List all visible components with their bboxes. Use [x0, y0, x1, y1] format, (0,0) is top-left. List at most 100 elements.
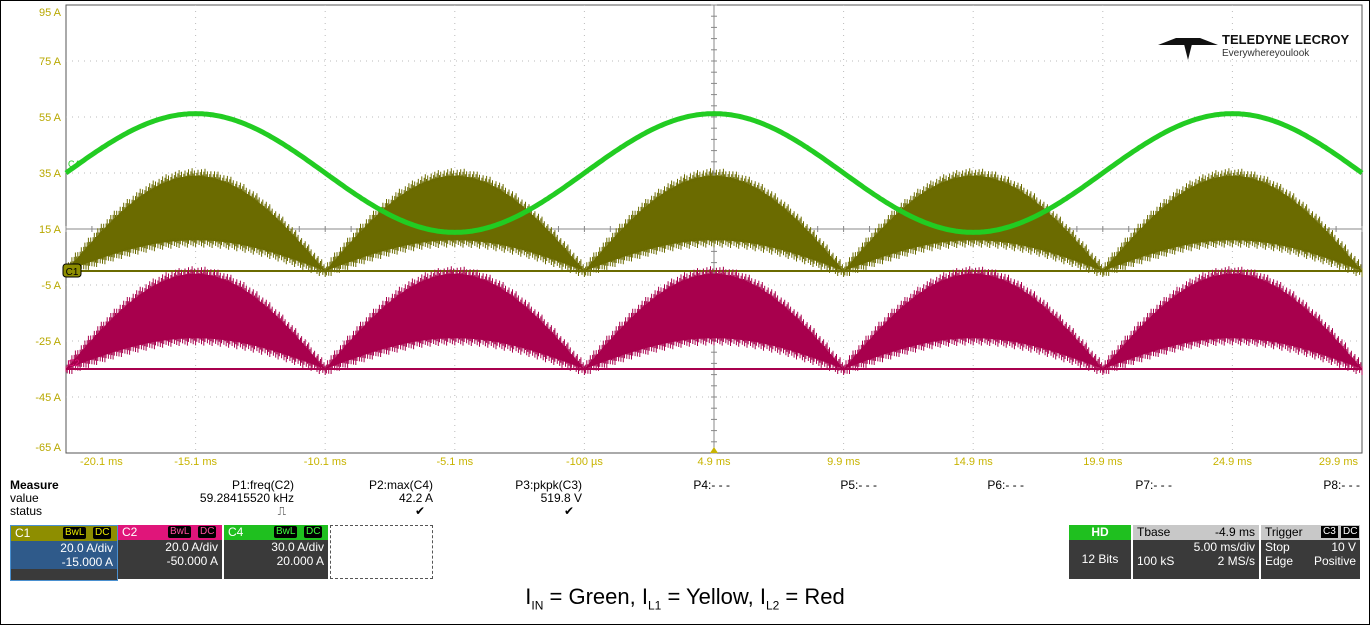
- channel-c2-box[interactable]: C2 BwL DC 20.0 A/div -50.000 A: [118, 525, 222, 579]
- trigger-level: 10 V: [1331, 540, 1356, 554]
- channel-c1-bwl-tag: BwL: [63, 527, 87, 539]
- x-tick-label: 9.9 ms: [827, 456, 861, 468]
- channel-c1-box[interactable]: C1 BwL DC 20.0 A/div -15.000 A: [10, 525, 118, 581]
- x-tick-label: -5.1 ms: [436, 456, 473, 468]
- measure-title: Measure: [10, 478, 59, 492]
- x-tick-label: 19.9 ms: [1083, 456, 1123, 468]
- channel-c1-scale: 20.0 A/div: [11, 541, 117, 555]
- x-axis-ticks: -20.1 ms -15.1 ms -10.1 ms -5.1 ms -100 µs 4.…: [80, 447, 1358, 468]
- measure-param-label[interactable]: P8:- - -: [1323, 478, 1360, 492]
- measure-param-label[interactable]: P7:- - -: [1135, 478, 1172, 492]
- channel-c2-offset: -50.000 A: [166, 554, 218, 568]
- measure-param-value: 519.8 V: [540, 491, 582, 505]
- trigger-header: Trigger C3 DC: [1261, 525, 1360, 540]
- trigger-mode: Stop: [1265, 540, 1290, 554]
- timebase-header: Tbase -4.9 ms: [1133, 525, 1259, 540]
- measure-header-row: Measure: [8, 478, 1360, 492]
- measure-param-status: ✔: [563, 504, 574, 518]
- trace-c1-ripple: [583, 168, 845, 277]
- timebase-samples: 100 kS: [1137, 554, 1175, 568]
- x-tick-label: -20.1 ms: [80, 456, 123, 468]
- timebase-scale: 5.00 ms/div: [1193, 540, 1255, 554]
- channel-marker-c4: C4: [68, 159, 80, 169]
- x-tick-label: 24.9 ms: [1213, 456, 1253, 468]
- trace-c4: [64, 111, 1364, 235]
- channel-c4-name: C4: [228, 525, 244, 539]
- trace-c1-ripple: [843, 168, 1104, 277]
- trace-c1-ripple: [1102, 168, 1363, 277]
- y-tick-label: 95 A: [39, 7, 62, 19]
- trigger-row-1: Stop 10 V: [1261, 540, 1360, 554]
- channel-c2-bwl-tag: BwL: [168, 526, 192, 538]
- channel-markers: C4 C1 C2: [62, 159, 82, 368]
- measure-param-value: 42.2 A: [398, 491, 433, 505]
- logo-brand: TELEDYNE LECROY: [1222, 32, 1349, 47]
- channel-c1-header: C1 BwL DC: [11, 526, 117, 541]
- measure-param-label[interactable]: P5:- - -: [840, 478, 877, 492]
- measure-param-label[interactable]: P6:- - -: [987, 478, 1024, 492]
- measure-param-label[interactable]: P1:freq(C2): [231, 478, 294, 492]
- trace-c2-ripple: [843, 266, 1104, 375]
- measure-statuses: ⎍ ✔ ✔: [8, 504, 1360, 518]
- measure-values: 59.28415520 kHz 42.2 A 519.8 V: [8, 491, 1360, 505]
- empty-channel-slot[interactable]: [330, 525, 433, 579]
- trigger-row-2: Edge Positive: [1261, 554, 1360, 568]
- channel-c2-name: C2: [122, 525, 138, 539]
- channel-c4-box[interactable]: C4 BwL DC 30.0 A/div 20.000 A: [224, 525, 328, 579]
- x-tick-label: -15.1 ms: [174, 456, 217, 468]
- channel-c1-name: C1: [15, 526, 31, 540]
- x-tick-label: 14.9 ms: [954, 456, 994, 468]
- value-row-label: value: [10, 491, 39, 505]
- x-tick-label: -100 µs: [566, 456, 603, 468]
- measure-param-label[interactable]: P3:pkpk(C3): [515, 478, 582, 492]
- logo-tagline: Everywhereyoulook: [1222, 48, 1310, 59]
- channel-marker-c1-bg: [62, 263, 82, 278]
- channel-c4-bwl-tag: BwL: [274, 526, 298, 538]
- channel-c4-offset: 20.000 A: [276, 554, 324, 568]
- y-tick-label: -5 A: [41, 280, 61, 292]
- channel-c1-dc-tag: DC: [93, 527, 112, 539]
- y-tick-label: 75 A: [39, 56, 62, 68]
- timebase-rate: 2 MS/s: [1217, 554, 1255, 568]
- trigger-label: Trigger: [1265, 525, 1303, 539]
- measure-param-value: 59.28415520 kHz: [199, 491, 294, 505]
- measure-param-status: ⎍: [277, 504, 286, 518]
- teledyne-logo: TELEDYNE LECROY Everywhereyoulook: [1158, 32, 1349, 60]
- timebase-sample-row: 100 kS 2 MS/s: [1133, 554, 1259, 568]
- measure-value-row: value: [8, 491, 1360, 505]
- measure-param-label[interactable]: P4:- - -: [693, 478, 730, 492]
- trace-c2-ripple: [1102, 266, 1363, 375]
- y-tick-label: -25 A: [35, 336, 61, 348]
- trigger-slope: Positive: [1313, 554, 1356, 568]
- x-tick-label: 29.9 ms: [1319, 456, 1359, 468]
- hd-bits: 12 Bits: [1081, 552, 1119, 566]
- channel-c1-offset: -15.000 A: [11, 555, 117, 569]
- channel-marker-c1: C1: [66, 267, 79, 278]
- channel-c4-scale: 30.0 A/div: [271, 540, 324, 554]
- trigger-box[interactable]: Trigger C3 DC Stop 10 V Edge Positive: [1261, 525, 1360, 579]
- caption-in-label: I: [525, 584, 532, 609]
- hd-box[interactable]: HD 12 Bits: [1069, 525, 1131, 579]
- trace-c1-ripple: [324, 168, 585, 277]
- y-tick-label: 35 A: [39, 168, 62, 180]
- timebase-label: Tbase: [1137, 525, 1171, 539]
- measure-param-labels: P1:freq(C2) P2:max(C4) P3:pkpk(C3) P4:- - -…: [8, 478, 1360, 492]
- caption-l1-sub: L1: [647, 598, 662, 613]
- status-row-label: status: [10, 504, 43, 518]
- timebase-box[interactable]: Tbase -4.9 ms 5.00 ms/div 100 kS 2 MS/s: [1133, 525, 1259, 579]
- channel-c4-header: C4 BwL DC: [224, 525, 328, 540]
- trace-c2-ripple: [65, 266, 326, 375]
- channel-c2-scale: 20.0 A/div: [165, 540, 218, 554]
- caption-l2-text: = Red: [779, 584, 845, 609]
- traces: [64, 111, 1364, 375]
- y-tick-label: -65 A: [35, 442, 61, 454]
- y-tick-label: -45 A: [35, 392, 61, 404]
- caption-in-text: = Green,: [543, 584, 642, 609]
- measure-status-row: status: [8, 504, 1360, 518]
- timebase-delay: -4.9 ms: [1214, 525, 1255, 539]
- caption-l1-text: = Yellow,: [661, 584, 760, 609]
- measure-param-label[interactable]: P2:max(C4): [368, 478, 433, 492]
- channel-marker-c2: C2: [68, 358, 80, 368]
- caption-l2-sub: L2: [765, 598, 780, 613]
- hd-label: HD: [1069, 525, 1131, 540]
